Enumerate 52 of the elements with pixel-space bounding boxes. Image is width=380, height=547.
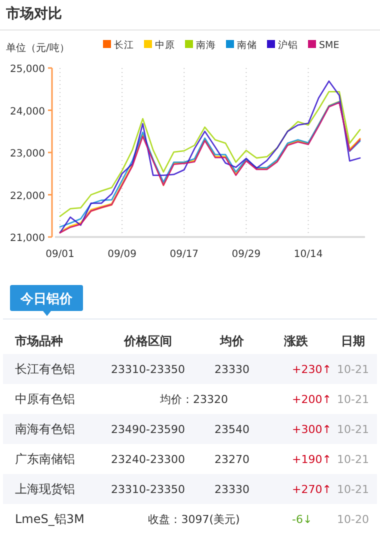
text: +230↑ [292, 363, 332, 376]
text: +190↑ [292, 453, 332, 466]
text: 23310-23350 [111, 363, 185, 376]
text: +270↑ [292, 483, 332, 496]
y-tick-label: 22,000 [10, 190, 45, 202]
category-label: 长江有色铝 [15, 362, 75, 376]
text: 10-21 [337, 453, 369, 466]
category-label: 市场品种 [14, 334, 63, 348]
category-label: 涨跌 [283, 334, 309, 348]
x-tick-label: 10/14 [294, 249, 323, 260]
legend-label: 沪铝 [278, 39, 298, 51]
text: 10-21 [337, 483, 369, 496]
text: 10-21 [337, 423, 369, 436]
text: +300↑ [292, 423, 332, 436]
text: +200↑ [292, 393, 332, 406]
category-label: LmeS_铝3M [15, 512, 84, 526]
category-label: 均价 [219, 334, 245, 348]
y-axis-title: 单位（元/吨） [6, 42, 70, 54]
category-label: 上海现货铝 [15, 482, 75, 496]
text: 23310-23350 [111, 483, 185, 496]
text: 均价：23320 [160, 393, 228, 406]
category-label: 广东南储铝 [15, 452, 75, 466]
x-tick-label: 09/17 [170, 249, 199, 260]
text: 10-21 [337, 393, 369, 406]
x-tick-label: 09/09 [108, 249, 136, 260]
legend-label: 中原 [155, 39, 175, 51]
y-tick-label: 24,000 [10, 106, 45, 118]
category-label: 南海有色铝 [15, 422, 75, 436]
legend-label: SME [319, 40, 340, 51]
category-label: 中原有色铝 [15, 392, 75, 406]
x-tick-label: 09/01 [46, 249, 74, 260]
y-tick-label: 21,000 [10, 233, 45, 244]
chart-title: 市场对比 [5, 5, 62, 22]
text: 23490-23590 [111, 423, 185, 436]
text: 23330 [214, 483, 250, 496]
text: 今日铝价 [20, 292, 74, 307]
text: -6↓ [292, 513, 312, 526]
text: 23240-23300 [111, 453, 185, 466]
legend-label: 长江 [114, 39, 134, 51]
y-tick-label: 23,000 [10, 148, 45, 160]
legend-label: 南海 [196, 39, 216, 51]
category-label: 价格区间 [123, 334, 172, 348]
category-label: 日期 [341, 334, 365, 348]
text: 23540 [214, 423, 250, 436]
text: 10-21 [337, 363, 369, 376]
text: 收盘：3097(美元) [148, 513, 240, 526]
y-tick-label: 25,000 [10, 64, 45, 75]
legend-label: 南储 [237, 39, 257, 51]
x-tick-label: 09/29 [232, 249, 261, 260]
text: 23330 [214, 363, 250, 376]
text: 23270 [214, 453, 250, 466]
text: 10-20 [337, 513, 369, 526]
